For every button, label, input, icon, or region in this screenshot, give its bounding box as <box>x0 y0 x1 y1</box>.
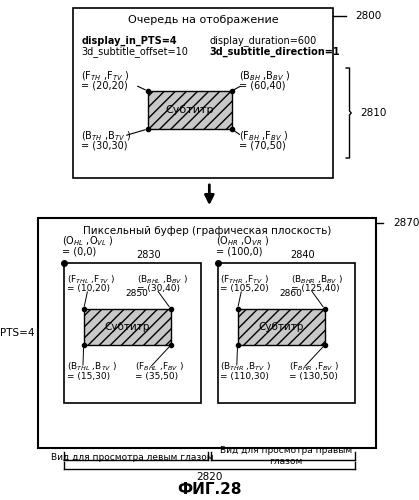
Text: (B$_{BHL}$ ,B$_{BV}$ ): (B$_{BHL}$ ,B$_{BV}$ ) <box>137 274 188 286</box>
FancyBboxPatch shape <box>218 263 354 403</box>
Text: display_in_PTS=4: display_in_PTS=4 <box>81 36 177 46</box>
Text: = (30,40): = (30,40) <box>137 284 180 294</box>
Text: (F$_{BHL}$ ,F$_{BV}$ ): (F$_{BHL}$ ,F$_{BV}$ ) <box>135 361 184 373</box>
Text: = (0,0): = (0,0) <box>62 246 96 256</box>
Text: 2810: 2810 <box>360 108 386 118</box>
Text: = (30,30): = (30,30) <box>81 141 128 151</box>
Text: = (125,40): = (125,40) <box>290 284 339 294</box>
Text: 2800: 2800 <box>355 11 382 21</box>
Text: = (100,0): = (100,0) <box>216 246 263 256</box>
Text: (O$_{HR}$ ,O$_{VR}$ ): (O$_{HR}$ ,O$_{VR}$ ) <box>216 234 270 248</box>
Text: (F$_{BHR}$ ,F$_{BV}$ ): (F$_{BHR}$ ,F$_{BV}$ ) <box>289 361 339 373</box>
FancyBboxPatch shape <box>72 8 333 178</box>
Text: Вид для просмотра правым
глазом: Вид для просмотра правым глазом <box>220 446 352 466</box>
Text: = (35,50): = (35,50) <box>135 372 178 380</box>
Text: 2850: 2850 <box>126 288 148 298</box>
Text: = (20,20): = (20,20) <box>81 81 128 91</box>
Text: Вид для просмотра левым глазом: Вид для просмотра левым глазом <box>51 452 214 462</box>
Text: (B$_{TH}$ ,B$_{TV}$ ): (B$_{TH}$ ,B$_{TV}$ ) <box>81 129 132 143</box>
Text: = (15,30): = (15,30) <box>67 372 110 380</box>
Text: Очередь на отображение: Очередь на отображение <box>128 15 278 25</box>
Text: (F$_{THR}$ ,F$_{TV}$ ): (F$_{THR}$ ,F$_{TV}$ ) <box>220 274 269 286</box>
Text: 3d_subtitle_direction=1: 3d_subtitle_direction=1 <box>210 47 340 57</box>
Text: display_duration=600: display_duration=600 <box>210 36 317 46</box>
Text: 2830: 2830 <box>137 250 161 260</box>
Text: = (60,40): = (60,40) <box>239 81 286 91</box>
Text: = (130,50): = (130,50) <box>289 372 338 380</box>
Text: 2840: 2840 <box>290 250 315 260</box>
Text: Субтитр: Субтитр <box>259 322 304 332</box>
Text: PTS=4: PTS=4 <box>0 328 35 338</box>
Text: (F$_{THL}$ ,F$_{TV}$ ): (F$_{THL}$ ,F$_{TV}$ ) <box>67 274 115 286</box>
FancyBboxPatch shape <box>64 263 201 403</box>
Text: (B$_{THR}$ ,B$_{TV}$ ): (B$_{THR}$ ,B$_{TV}$ ) <box>220 361 272 373</box>
Text: 3d_subtitle_offset=10: 3d_subtitle_offset=10 <box>81 46 188 58</box>
Text: = (10,20): = (10,20) <box>67 284 110 294</box>
Text: (B$_{BHR}$ ,B$_{BV}$ ): (B$_{BHR}$ ,B$_{BV}$ ) <box>290 274 342 286</box>
Text: (F$_{TH}$ ,F$_{TV}$ ): (F$_{TH}$ ,F$_{TV}$ ) <box>81 69 129 83</box>
Text: Субтитр: Субтитр <box>166 105 214 115</box>
Text: Субтитр: Субтитр <box>105 322 150 332</box>
FancyBboxPatch shape <box>238 309 325 345</box>
FancyBboxPatch shape <box>39 218 376 448</box>
Text: (B$_{BH}$ ,B$_{BV}$ ): (B$_{BH}$ ,B$_{BV}$ ) <box>239 69 291 83</box>
Text: = (105,20): = (105,20) <box>220 284 269 294</box>
FancyBboxPatch shape <box>84 309 171 345</box>
Text: 2860: 2860 <box>279 288 302 298</box>
Text: 2870: 2870 <box>393 218 419 228</box>
Text: (O$_{HL}$ ,O$_{VL}$ ): (O$_{HL}$ ,O$_{VL}$ ) <box>62 234 114 248</box>
Text: (B$_{THL}$ ,B$_{TV}$ ): (B$_{THL}$ ,B$_{TV}$ ) <box>67 361 117 373</box>
Text: (F$_{BH}$ ,F$_{BV}$ ): (F$_{BH}$ ,F$_{BV}$ ) <box>239 129 288 143</box>
Text: Пиксельный буфер (графическая плоскость): Пиксельный буфер (графическая плоскость) <box>83 226 331 236</box>
Text: = (70,50): = (70,50) <box>239 141 286 151</box>
Text: 2820: 2820 <box>196 472 222 482</box>
Text: ФИГ.28: ФИГ.28 <box>177 482 242 496</box>
FancyBboxPatch shape <box>148 91 232 129</box>
Text: = (110,30): = (110,30) <box>220 372 269 380</box>
